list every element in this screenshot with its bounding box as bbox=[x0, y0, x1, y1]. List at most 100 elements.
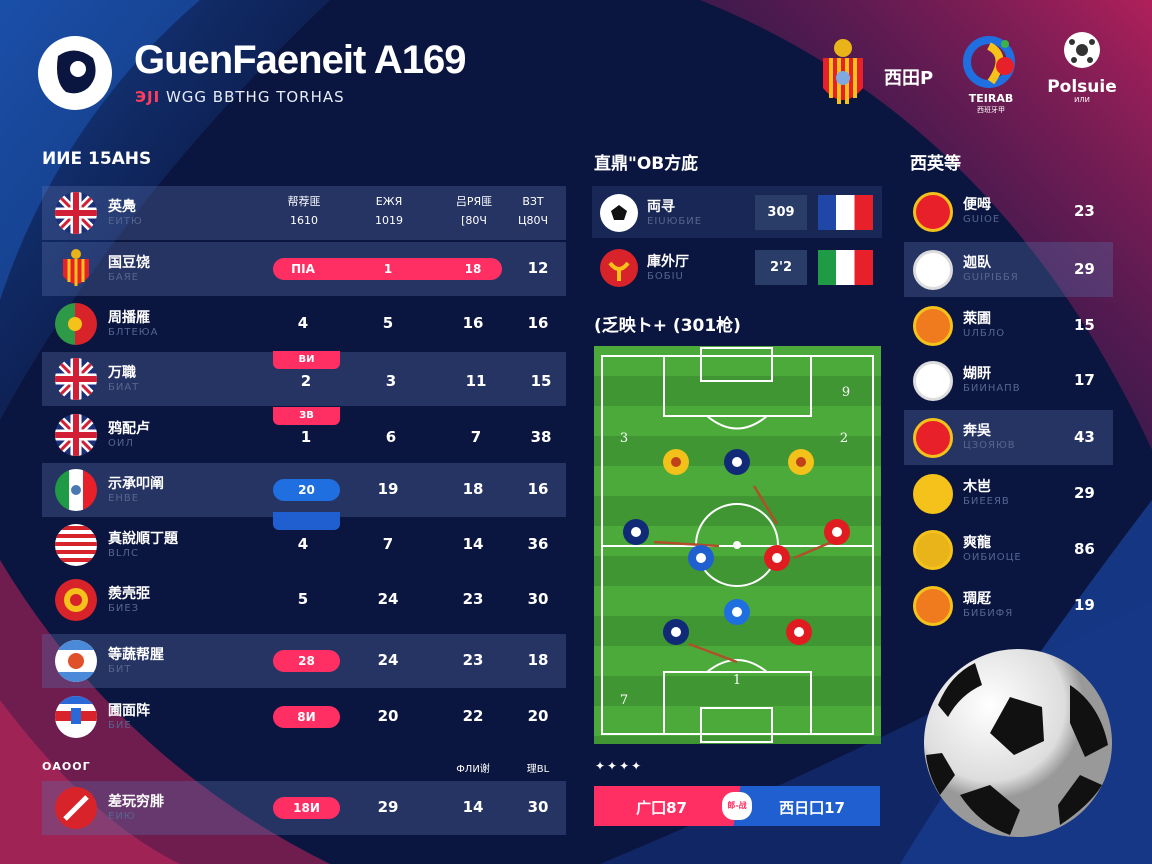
club-subtitle: ЦЗОЯЮВ bbox=[963, 440, 1016, 451]
ranking-title: 西英等 bbox=[910, 154, 961, 174]
club-name: 爽龍 bbox=[963, 535, 991, 551]
club-points: 19 bbox=[1074, 596, 1095, 614]
table-row[interactable]: 万職 БИАТ ВИ 2 3 11 15 bbox=[42, 351, 566, 406]
club-subtitle: БИЕЕЯВ bbox=[963, 496, 1010, 507]
team-subtitle: ЕИТЮ bbox=[108, 216, 143, 227]
table-row[interactable]: 差玩穷腓 ЕИЮ 18И 29 14 30 bbox=[42, 781, 566, 835]
column-header: 帮荐匪 1610 bbox=[287, 195, 321, 227]
player-badge-icon bbox=[832, 527, 842, 537]
stat-value: 4 bbox=[297, 535, 309, 553]
ranking-item[interactable]: 萊圃 UЛБЛО 15 bbox=[904, 298, 1113, 353]
club-name: 木岜 bbox=[963, 479, 991, 495]
club-crest-icon bbox=[913, 586, 953, 626]
club-subtitle: БИБИФЯ bbox=[963, 608, 1014, 619]
team-subtitle: ЕНВЕ bbox=[108, 493, 140, 504]
table-row[interactable]: 鸦配卢 ОИЛ ЗВ 1 6 7 38 bbox=[42, 407, 566, 462]
table-row[interactable]: 真說順丁題 ВLЛС 4 7 14 36 bbox=[42, 518, 566, 572]
stat-value: 30 bbox=[527, 590, 549, 608]
team-subtitle: БИЕЗ bbox=[108, 603, 140, 614]
partner-logo-polsuie: Polsuie ИЛИ bbox=[1046, 30, 1118, 104]
team-subtitle: БИЕ bbox=[108, 720, 132, 731]
result-bar[interactable]: 广囗87 郎-战 西日囗17 bbox=[594, 786, 880, 826]
stat-value: 5 bbox=[382, 314, 394, 332]
ranking-item[interactable]: 便呣 GUIOE 23 bbox=[904, 184, 1113, 239]
rating-stars: ✦✦✦✦ bbox=[595, 759, 644, 773]
team-name: 国豆饶 bbox=[108, 255, 150, 271]
team-subtitle: БОБIU bbox=[647, 271, 684, 282]
uk-flag-icon bbox=[55, 358, 97, 400]
team-name: 万職 bbox=[108, 365, 136, 381]
ranking-item[interactable]: 爽龍 ОИБИОЦЕ 86 bbox=[904, 522, 1113, 577]
table-row[interactable]: 周播雁 БЛТЕЮА 4 5 16 16 bbox=[42, 297, 566, 351]
club-subtitle: UЛБЛО bbox=[963, 328, 1006, 339]
club-crest-icon bbox=[913, 530, 953, 570]
stat-value: 23 bbox=[462, 590, 484, 608]
club-subtitle: GUIPIББЯ bbox=[963, 272, 1019, 283]
versus-badge: 郎-战 bbox=[722, 792, 752, 820]
pitch-position-label: 7 bbox=[620, 693, 628, 708]
club-crest-icon bbox=[913, 306, 953, 346]
team-name: 示承叩阐 bbox=[108, 476, 164, 492]
pitch-position-label: 2 bbox=[840, 431, 848, 446]
uk-flag-icon bbox=[55, 192, 97, 234]
player-badge-icon bbox=[794, 627, 804, 637]
ranking-item[interactable]: 琱屘 БИБИФЯ 19 bbox=[904, 578, 1113, 633]
soccer-ball-icon bbox=[924, 649, 1112, 837]
stat-value: 18 bbox=[527, 651, 549, 669]
table-row[interactable]: 圃面阵 БИЕ 8И 20 22 20 bbox=[42, 690, 566, 744]
club-points: 23 bbox=[1074, 202, 1095, 220]
standings-header-row[interactable]: 英鳧 ЕИТЮ 帮荐匪 1610 ЕЖЯ 1019 吕РЯ匪 [80Ч ВЗТ Ц80Ч bbox=[42, 186, 566, 240]
ranking-item[interactable]: 媩䀘 БИИНАПВ 17 bbox=[904, 353, 1113, 408]
club-name: 萊圃 bbox=[963, 311, 991, 327]
footer-col-header: 理BL bbox=[526, 764, 550, 775]
stat-value: 29 bbox=[377, 798, 399, 816]
striped-crest-icon bbox=[55, 524, 97, 566]
ranking-item[interactable]: 迦臥 GUIPIББЯ 29 bbox=[904, 242, 1113, 297]
blue-bar bbox=[273, 512, 340, 530]
stat-value: 23 bbox=[462, 651, 484, 669]
team-subtitle: БИТ bbox=[108, 664, 132, 675]
stat-value: 1 bbox=[300, 428, 312, 446]
team-name: 英鳧 bbox=[108, 199, 136, 215]
team-name: 等蔬帮腥 bbox=[108, 647, 164, 663]
team-subtitle: ЕИЮ bbox=[108, 811, 136, 822]
uk-flag-icon bbox=[55, 414, 97, 456]
page-title: GuenFaeneit A169 bbox=[134, 38, 467, 82]
team-name: 差玩穷腓 bbox=[108, 794, 164, 810]
team-name: 圃面阵 bbox=[108, 703, 150, 719]
table-row[interactable]: 羨壳弫 БИЕЗ 5 24 23 30 bbox=[42, 573, 566, 627]
ranking-item[interactable]: 木岜 БИЕЕЯВ 29 bbox=[904, 466, 1113, 521]
footer-col-header: ФЛИ谢 bbox=[456, 764, 490, 775]
stat-value: 7 bbox=[470, 428, 482, 446]
team-name: 庫外厅 bbox=[647, 254, 689, 270]
table-row[interactable]: 示承叩阐 ЕНВЕ 20 19 18 16 bbox=[42, 463, 566, 530]
column-header: ЕЖЯ 1019 bbox=[375, 195, 403, 227]
player-badge-icon bbox=[732, 457, 742, 467]
match-card[interactable]: 庫外厅 БОБIU 2'2 bbox=[592, 241, 882, 293]
match-card[interactable]: 両寻 ЕIUЮБИЕ 309 bbox=[592, 186, 882, 238]
red-shield-crest-icon bbox=[55, 787, 97, 829]
pill-value: ПIА bbox=[291, 262, 315, 276]
club-points: 15 bbox=[1074, 316, 1095, 334]
player-badge-icon bbox=[631, 527, 641, 537]
ball-crest-icon bbox=[598, 192, 640, 234]
argentina-crest-icon bbox=[55, 640, 97, 682]
team-subtitle: ОИЛ bbox=[108, 438, 134, 449]
team-subtitle: БИАТ bbox=[108, 382, 140, 393]
column-header: ВЗТ Ц80Ч bbox=[517, 195, 549, 227]
standings-title: ИИЕ 15АНS bbox=[42, 149, 152, 169]
table-row[interactable]: 等蔬帮腥 БИТ 28 24 23 18 bbox=[42, 634, 566, 688]
club-name: 便呣 bbox=[963, 197, 991, 213]
stat-value: 3 bbox=[385, 372, 397, 390]
stat-value: 30 bbox=[527, 798, 549, 816]
stat-value: 16 bbox=[462, 314, 484, 332]
stat-value: 15 bbox=[530, 372, 552, 390]
page-subtitle: ЭЈІ WGG ВВТНG ТОRНАS bbox=[135, 88, 345, 106]
stat-value: 4 bbox=[297, 314, 309, 332]
stat-value: 36 bbox=[527, 535, 549, 553]
table-row[interactable]: 国豆饶 БАЯЕ ПIА 1 18 12 bbox=[42, 242, 566, 296]
ranking-item[interactable]: 奔吳 ЦЗОЯЮВ 43 bbox=[904, 410, 1113, 465]
result-right: 西日囗17 bbox=[779, 799, 845, 817]
highlight-pill: ПIА 1 18 bbox=[273, 258, 502, 280]
team-name: 両寻 bbox=[647, 199, 675, 215]
